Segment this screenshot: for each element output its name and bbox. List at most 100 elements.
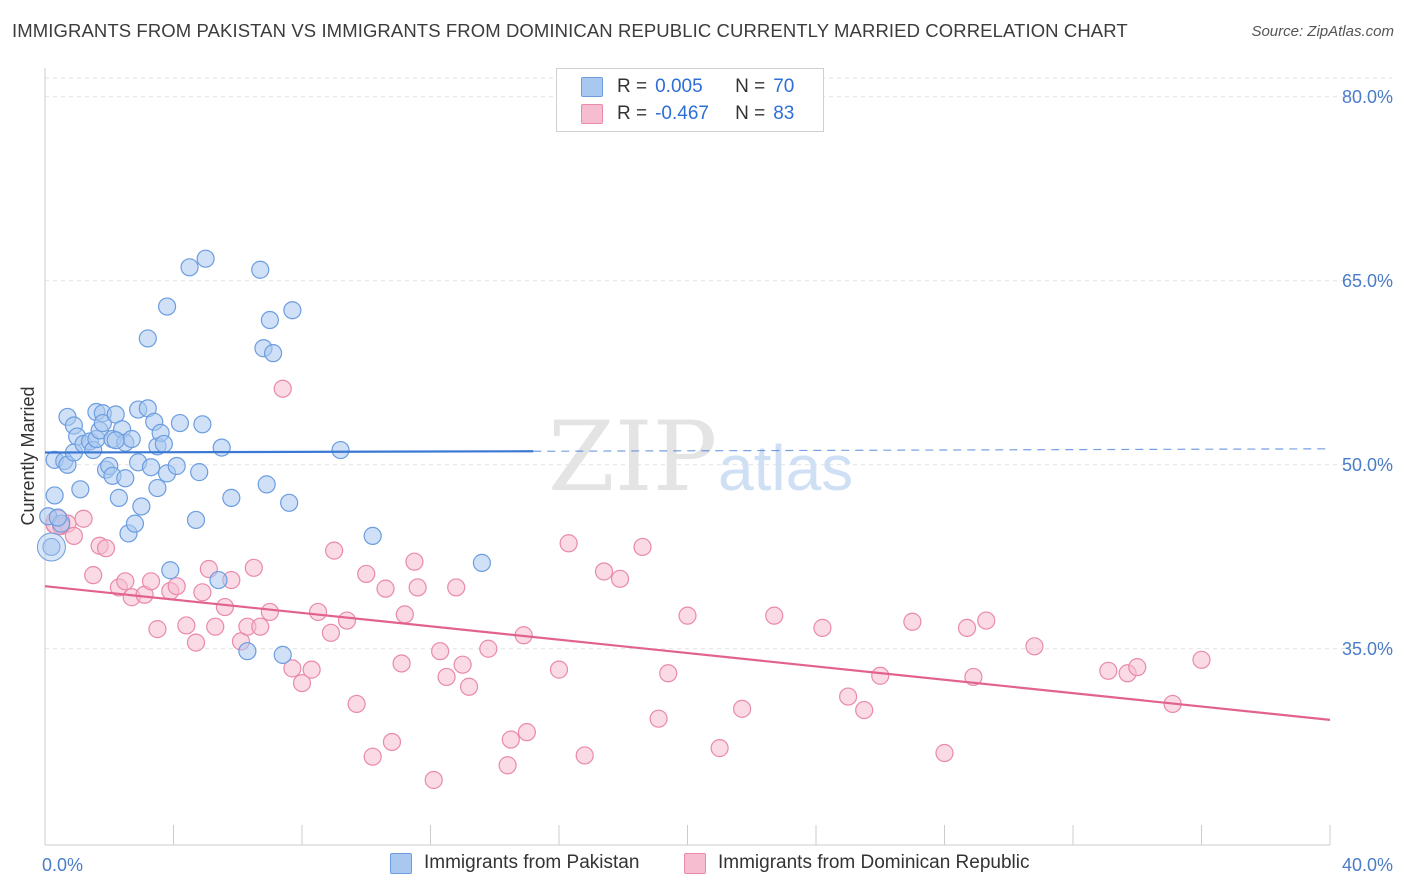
pakistan-point [196, 249, 215, 268]
pakistan-point [212, 438, 231, 457]
pakistan-point [106, 431, 125, 450]
pakistan-point [363, 526, 382, 546]
dominican-point [193, 583, 212, 602]
pakistan-point [273, 645, 292, 664]
dominican-point [292, 673, 312, 693]
pakistan-point [180, 258, 199, 277]
pakistan-point [93, 413, 112, 433]
dominican-point [678, 606, 697, 625]
pakistan-point [280, 493, 299, 512]
pakistan-point [222, 488, 241, 507]
dominican-point [357, 564, 376, 584]
pakistan-point [263, 344, 283, 363]
dominican-point [517, 723, 536, 742]
pakistan-points [36, 249, 491, 664]
dominican-point [575, 746, 594, 765]
legend-row-pakistan: R = 0.005 N = 70 [581, 74, 794, 100]
dominican-point [215, 597, 234, 617]
pakistan-trend-line [44, 450, 534, 454]
dominican-point [871, 666, 890, 685]
dominican-point [283, 659, 302, 678]
dominican-point [559, 534, 578, 553]
y-tick-label: 80.0% [1342, 87, 1393, 107]
pakistan-point [154, 434, 173, 454]
dominican-point [957, 618, 977, 637]
dominican-point [405, 552, 424, 571]
dominican-point [1099, 661, 1118, 680]
pakistan-point [170, 413, 190, 433]
pakistan-point [138, 329, 157, 348]
dominican-point [935, 743, 954, 763]
chart-title: IMMIGRANTS FROM PAKISTAN VS IMMIGRANTS F… [12, 20, 1128, 41]
dominican-point [376, 579, 395, 598]
pakistan-point [251, 260, 270, 279]
dominican-point [337, 611, 357, 630]
dominican-point [855, 700, 874, 720]
pakistan-point [45, 486, 64, 505]
x-tick-label: 0.0% [42, 855, 83, 875]
dominican-point [437, 667, 456, 687]
dominican-point [765, 606, 784, 625]
pakistan-point [141, 458, 161, 477]
legend-n-value: 70 [773, 76, 795, 97]
pakistan-point [148, 478, 167, 498]
pakistan-point [157, 297, 177, 316]
pakistan-point [186, 510, 206, 530]
dominican-point [964, 667, 983, 687]
pakistan-swatch-icon [581, 77, 603, 97]
pakistan-point [161, 561, 180, 580]
y-tick-label: 50.0% [1342, 455, 1393, 475]
dominican-point [479, 639, 498, 658]
pakistan-point [472, 553, 491, 572]
dominican-point [431, 642, 450, 661]
dominican-point [710, 739, 729, 758]
legend-item-pakistan: Immigrants from Pakistan [390, 852, 639, 874]
dominican-point [498, 756, 517, 775]
dominican-point [1025, 637, 1044, 656]
legend-n-label: N = [735, 103, 766, 124]
pakistan-point [238, 642, 257, 661]
pakistan-point [257, 475, 276, 494]
pakistan-point [71, 480, 90, 499]
correlation-legend: R = 0.005 N = 70 R = -0.467 N = 83 [556, 68, 824, 132]
dominican-point [1128, 658, 1147, 677]
dominican-point [141, 572, 161, 591]
y-tick-label: 35.0% [1342, 639, 1393, 659]
dominican-point [177, 616, 196, 635]
dominican-point [813, 618, 832, 637]
dominican-swatch-icon [581, 104, 603, 124]
legend-item-label: Immigrants from Pakistan [424, 852, 640, 873]
dominican-point [408, 578, 427, 597]
pakistan-point [122, 429, 141, 449]
dominican-trend-line [44, 585, 1331, 721]
legend-row-dominican: R = -0.467 N = 83 [581, 101, 794, 127]
axes [44, 68, 1331, 846]
dominican-point [206, 617, 225, 636]
pakistan-point [283, 301, 302, 320]
dominican-point [733, 699, 752, 718]
dominican-point [501, 730, 520, 749]
source-label: Source: ZipAtlas.com [1251, 23, 1394, 40]
dominican-point [74, 509, 93, 528]
pakistan-point [116, 469, 135, 488]
dominican-point [977, 611, 996, 630]
dominican-point [260, 602, 279, 622]
dominican-point [186, 633, 206, 652]
pakistan-swatch-icon [390, 852, 412, 874]
pakistan-point [42, 537, 61, 557]
dominican-point [395, 605, 414, 624]
trend-lines [44, 448, 1331, 721]
watermark-zip: ZIP [548, 401, 717, 513]
tick-labels: 35.0% 50.0% 65.0% 80.0% 0.0% 40.0% [42, 87, 1393, 875]
dominican-point [64, 526, 84, 546]
legend-n-value: 83 [773, 103, 795, 124]
dominican-point [325, 541, 344, 560]
dominican-point [321, 623, 341, 642]
dominican-point [96, 539, 116, 558]
dominican-point [363, 747, 382, 766]
pakistan-trend-extension [533, 448, 1331, 452]
dominican-point [549, 660, 569, 679]
dominican-point [251, 617, 270, 636]
dominican-point [84, 566, 103, 585]
